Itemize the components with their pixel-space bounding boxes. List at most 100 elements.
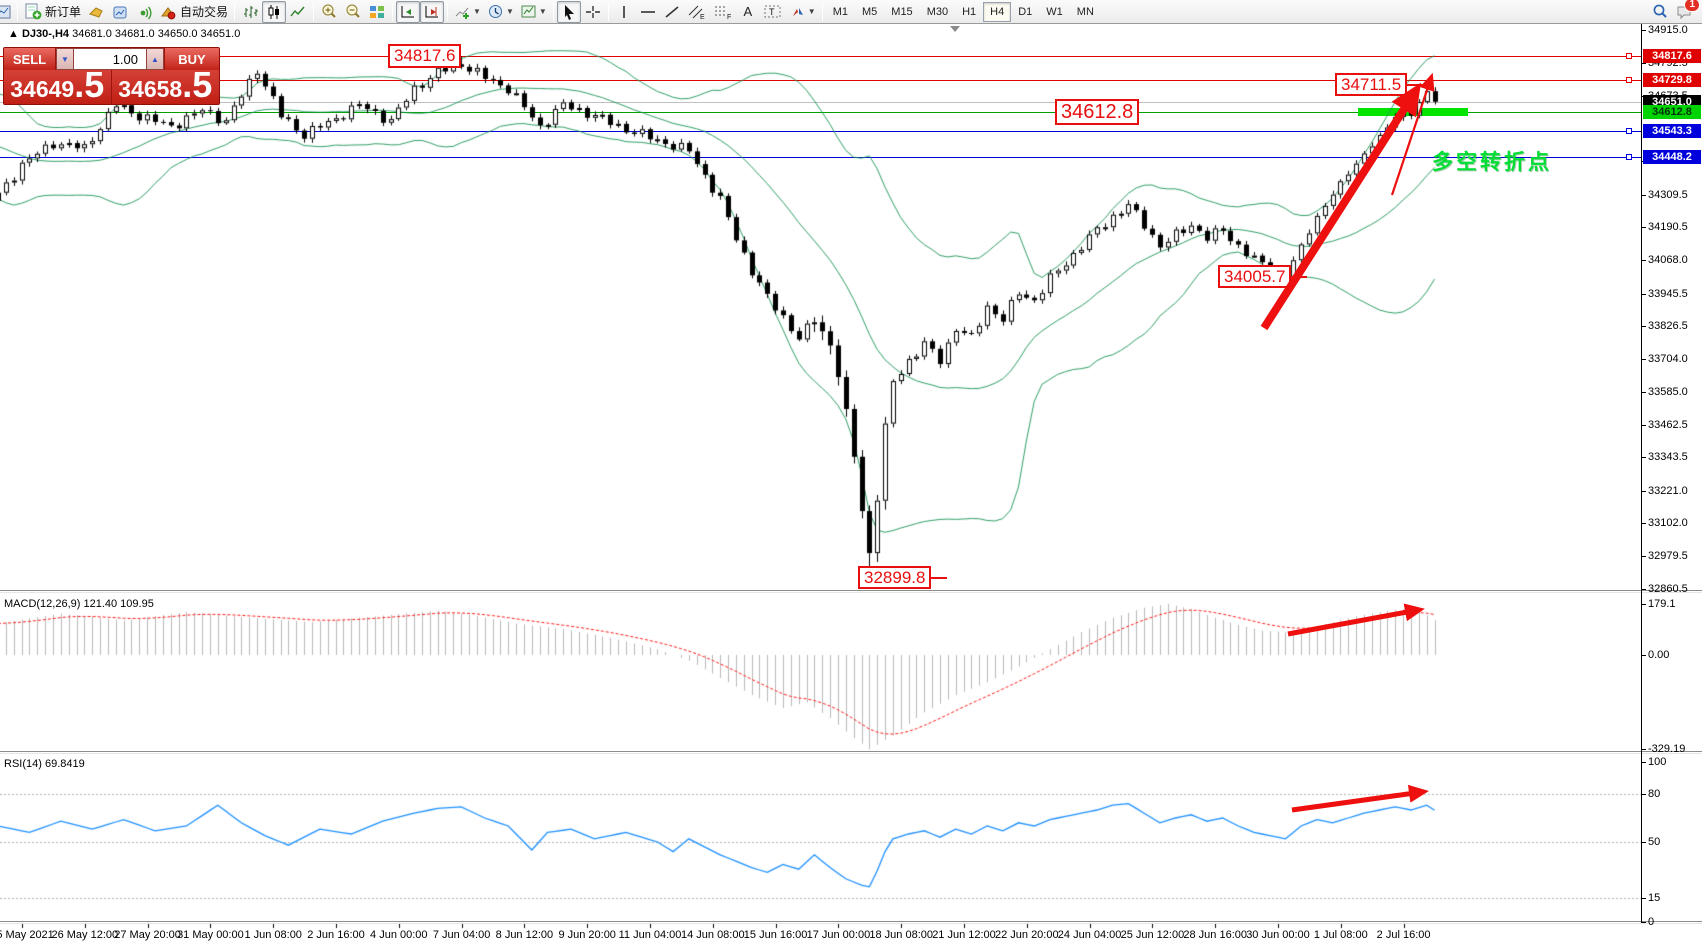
zoom-out-icon[interactable] xyxy=(341,1,365,23)
price-tick-label: 33462.5 xyxy=(1648,419,1688,432)
rsi-arrow[interactable] xyxy=(1291,784,1429,813)
price-tick-mark xyxy=(1641,260,1646,261)
signal-icon[interactable] xyxy=(132,1,156,23)
vertical-line-tool[interactable] xyxy=(612,1,636,23)
new-order-button[interactable]: 新订单 xyxy=(21,1,84,23)
sell-price[interactable]: 34649 .5 xyxy=(4,67,112,104)
indicators-button[interactable]: ▼ xyxy=(451,1,484,23)
price-annotation[interactable]: 32899.8 xyxy=(858,566,932,590)
pane-splitter[interactable] xyxy=(0,592,1702,593)
fibonacci-tool[interactable]: F xyxy=(710,1,736,23)
equidistant-channel-tool[interactable]: E xyxy=(684,1,710,23)
chart-window-icon[interactable] xyxy=(0,1,14,23)
rsi-scale-label: 100 xyxy=(1648,756,1667,768)
tab-timeframe-mn[interactable]: MN xyxy=(1076,5,1094,18)
price-tick-label: 34068.0 xyxy=(1648,254,1688,267)
notifications-button[interactable]: 1 xyxy=(1672,0,1700,23)
buy-price[interactable]: 34658 .5 xyxy=(112,67,220,104)
time-axis-label: 21 Jun 12:00 xyxy=(932,929,996,941)
data-window-icon[interactable] xyxy=(108,1,132,23)
chart-area[interactable]: ▲ DJ30-,H4 34681.0 34681.0 34650.0 34651… xyxy=(0,24,1702,950)
tab-timeframe-h4[interactable]: H4 xyxy=(983,1,1012,22)
price-annotation[interactable]: 34005.7 xyxy=(1218,265,1292,289)
symbol-header[interactable]: ▲ DJ30-,H4 34681.0 34681.0 34650.0 34651… xyxy=(8,28,240,40)
price-badge: 34448.2 xyxy=(1643,149,1701,164)
macd-scale-label: 179.1 xyxy=(1648,597,1676,610)
tab-timeframe-m30[interactable]: M30 xyxy=(926,5,949,18)
arrows-tool[interactable]: ▼ xyxy=(786,1,819,23)
price-tick-mark xyxy=(1641,359,1646,360)
time-axis-label: 26 May 12:00 xyxy=(51,929,119,941)
macd-scale-label: 0.00 xyxy=(1648,649,1670,661)
price-tick-label: 33704.0 xyxy=(1648,353,1688,366)
chevron-down-icon: ▼ xyxy=(807,7,816,16)
tab-timeframe-d1[interactable]: D1 xyxy=(1018,5,1033,18)
time-axis-label: 7 Jun 04:00 xyxy=(432,929,491,941)
bull-bear-turning-point-note[interactable]: 多空转折点 xyxy=(1432,151,1552,174)
price-tick-mark xyxy=(1641,589,1646,590)
tab-timeframe-m15[interactable]: M15 xyxy=(891,5,913,18)
text-tool[interactable]: A xyxy=(743,4,753,19)
price-tick-label: 32979.5 xyxy=(1648,550,1688,563)
right-axis-border xyxy=(1641,24,1642,923)
pane-splitter[interactable] xyxy=(0,751,1702,752)
tile-windows-icon[interactable] xyxy=(365,1,389,23)
collapse-panel-icon[interactable]: ▲ xyxy=(8,28,19,40)
autotrading-button[interactable]: 自动交易 xyxy=(156,1,231,23)
price-tick-mark xyxy=(1641,523,1646,524)
cursor-tool[interactable] xyxy=(556,0,581,23)
price-annotation[interactable]: 34817.6 xyxy=(388,44,462,68)
zoom-in-icon[interactable] xyxy=(317,1,341,23)
crosshair-tool[interactable] xyxy=(581,1,605,23)
time-axis-label: 24 Jun 04:00 xyxy=(1057,929,1122,941)
auto-scroll-icon[interactable] xyxy=(396,0,421,23)
tab-timeframe-m1[interactable]: M1 xyxy=(832,5,848,18)
tab-timeframe-m5[interactable]: M5 xyxy=(862,5,878,18)
chevron-down-icon: ▼ xyxy=(538,7,547,16)
price-annotation[interactable]: 34612.8 xyxy=(1055,98,1140,126)
price-tick-mark xyxy=(1641,392,1646,393)
text-label-tool[interactable]: T xyxy=(760,1,786,23)
chevron-down-icon: ▼ xyxy=(505,7,514,16)
tab-timeframe-h1[interactable]: H1 xyxy=(962,5,977,18)
volume-up-stepper[interactable]: ▲ xyxy=(146,48,164,70)
buy-button[interactable]: BUY xyxy=(164,48,219,70)
pane-splitter[interactable] xyxy=(0,590,1702,591)
time-axis-label: 8 Jun 12:00 xyxy=(495,929,554,941)
trendline-tool[interactable] xyxy=(660,1,684,23)
tab-timeframe-w1[interactable]: W1 xyxy=(1046,5,1063,18)
chart-shift-icon[interactable] xyxy=(420,0,445,23)
search-icon[interactable] xyxy=(1648,1,1672,23)
line-chart-mode-icon[interactable] xyxy=(286,1,310,23)
trend-arrows-layer xyxy=(1260,72,1435,813)
main-trend-arrow[interactable] xyxy=(1260,82,1422,331)
bar-chart-mode-icon[interactable] xyxy=(238,1,262,23)
price-tick-label: 33343.5 xyxy=(1648,451,1688,464)
rsi-tick-mark xyxy=(1641,922,1646,923)
rsi-tick-mark xyxy=(1641,898,1646,899)
volume-input[interactable]: 1.00 xyxy=(74,48,146,70)
pane-splitter[interactable] xyxy=(0,921,1702,922)
separator xyxy=(313,2,315,21)
price-tick-label: 34309.5 xyxy=(1648,188,1688,201)
price-tick-label: 33585.0 xyxy=(1648,385,1688,398)
separator xyxy=(552,2,554,21)
pane-splitter[interactable] xyxy=(0,753,1702,754)
time-axis-label: 14 Jun 08:00 xyxy=(680,929,745,941)
rsi-indicator-label: RSI(14) 69.8419 xyxy=(4,758,85,770)
time-axis-label: 25 May 2021 xyxy=(0,929,54,941)
pane-splitter[interactable] xyxy=(0,923,1702,924)
sell-button[interactable]: SELL xyxy=(4,48,56,70)
thin-trend-arrow[interactable] xyxy=(1390,72,1435,196)
price-badge: 34543.3 xyxy=(1643,124,1701,139)
templates-button[interactable]: ▼ xyxy=(517,1,550,23)
price-tick-label: 33221.0 xyxy=(1648,484,1688,497)
periods-button[interactable]: ▼ xyxy=(484,1,517,23)
market-watch-icon[interactable] xyxy=(84,1,108,23)
price-tick-label: 34915.0 xyxy=(1648,24,1688,36)
candlestick-mode-icon[interactable] xyxy=(262,0,287,23)
volume-down-stepper[interactable]: ▼ xyxy=(56,48,74,70)
price-badge: 34817.6 xyxy=(1643,49,1701,64)
horizontal-line-tool[interactable] xyxy=(636,1,660,23)
macd-arrow[interactable] xyxy=(1287,603,1425,637)
